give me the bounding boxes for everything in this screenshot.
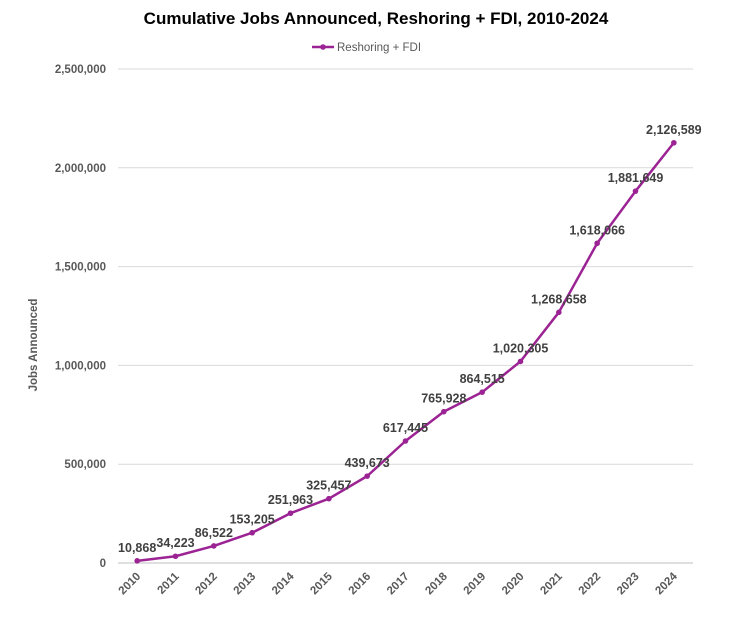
legend-point-marker [320, 44, 326, 50]
data-point [326, 495, 332, 502]
x-tick-label: 2021 [538, 570, 565, 597]
x-tick-label: 2018 [423, 570, 450, 597]
data-label: 439,673 [345, 456, 390, 470]
data-label: 1,881,649 [608, 171, 664, 185]
y-tick-label: 0 [100, 558, 106, 570]
x-tick-label: 2014 [270, 570, 297, 597]
data-label: 10,868 [118, 541, 156, 555]
x-tick-label: 2023 [615, 571, 642, 598]
data-point [671, 139, 677, 146]
data-point [479, 389, 485, 395]
data-label: 1,020,305 [493, 341, 549, 355]
data-label: 617,445 [383, 421, 428, 435]
data-point [441, 408, 447, 415]
data-point [556, 309, 562, 316]
data-point [211, 543, 217, 549]
data-point [287, 510, 294, 517]
legend-label: Reshoring + FDI [337, 42, 421, 54]
x-tick-label: 2013 [232, 571, 259, 598]
y-tick-label: 2,000,000 [55, 163, 106, 175]
data-point [172, 553, 179, 560]
data-label: 86,522 [195, 526, 233, 540]
x-tick-label: 2016 [347, 571, 374, 598]
legend: Reshoring + FDI [312, 42, 421, 54]
data-label: 864,515 [460, 372, 505, 386]
x-tick-label: 2024 [653, 570, 680, 597]
x-tick-label: 2010 [117, 571, 144, 598]
data-point [594, 240, 600, 247]
data-point [402, 438, 409, 444]
data-label: 1,618,066 [569, 223, 625, 237]
data-label: 34,223 [156, 536, 194, 550]
data-label: 1,268,658 [531, 292, 587, 306]
x-tick-label: 2012 [193, 571, 220, 598]
x-tick-label: 2011 [155, 570, 182, 597]
data-point [249, 529, 255, 536]
data-label: 153,205 [230, 513, 275, 527]
data-point [364, 473, 370, 479]
x-tick-label: 2015 [308, 570, 335, 597]
series-line [137, 142, 675, 563]
chart-title: Cumulative Jobs Announced, Reshoring + F… [144, 9, 609, 28]
y-tick-label: 1,500,000 [55, 262, 106, 274]
data-label: 2,126,589 [646, 123, 702, 137]
data-point [632, 188, 639, 194]
y-axis-title: Jobs Announced [28, 299, 40, 392]
x-tick-label: 2019 [462, 571, 489, 598]
x-tick-label: 2020 [500, 571, 527, 598]
x-tick-label: 2017 [385, 571, 412, 598]
y-tick-label: 1,000,000 [55, 360, 106, 372]
y-tick-label: 500,000 [64, 459, 106, 471]
data-point [134, 558, 140, 564]
data-label: 325,457 [306, 479, 351, 493]
data-label: 765,928 [421, 392, 466, 406]
data-label: 251,963 [268, 493, 313, 507]
data-point [517, 358, 524, 365]
x-tick-label: 2022 [577, 571, 604, 598]
y-tick-label: 2,500,000 [55, 64, 106, 76]
